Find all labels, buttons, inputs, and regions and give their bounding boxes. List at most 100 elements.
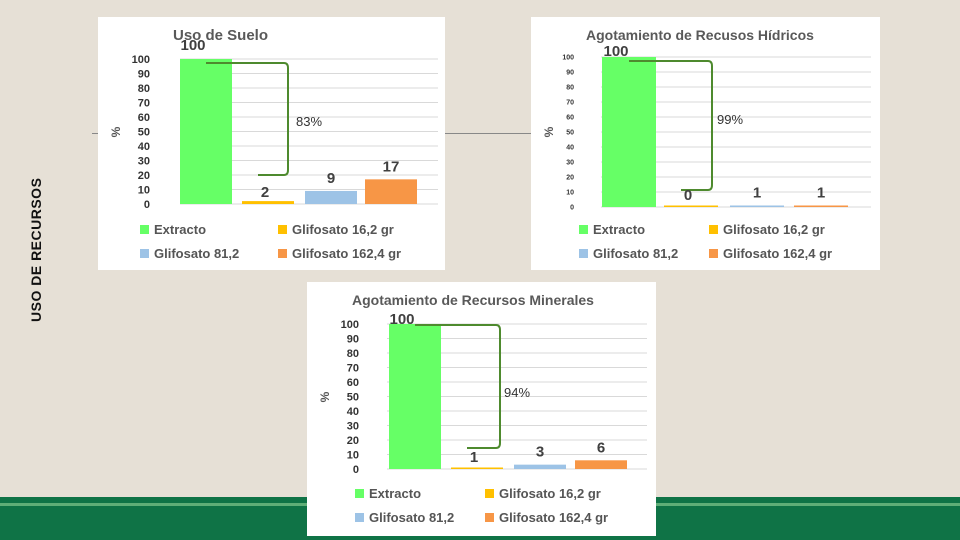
data-label: 100 bbox=[603, 43, 628, 60]
bar bbox=[451, 467, 503, 469]
legend-label: Glifosato 81,2 bbox=[369, 510, 455, 525]
y-axis-label: % bbox=[542, 126, 556, 137]
y-tick-label: 100 bbox=[341, 319, 359, 331]
legend-item: Extracto bbox=[579, 222, 645, 237]
legend-label: Extracto bbox=[369, 486, 422, 501]
legend-swatch bbox=[579, 225, 588, 235]
legend-swatch bbox=[709, 249, 718, 259]
data-label: 100 bbox=[180, 37, 205, 54]
y-tick-label: 70 bbox=[347, 362, 359, 374]
legend-swatch bbox=[579, 249, 588, 259]
bracket-annotation bbox=[415, 324, 501, 449]
legend-swatch bbox=[140, 249, 149, 259]
legend-item: Extracto bbox=[140, 222, 206, 237]
y-tick-label: 80 bbox=[566, 84, 574, 91]
y-tick-label: 80 bbox=[347, 348, 359, 360]
legend-label: Glifosato 162,4 gr bbox=[723, 246, 833, 261]
data-label: 0 bbox=[684, 187, 692, 204]
y-tick-label: 20 bbox=[566, 174, 574, 181]
y-tick-label: 50 bbox=[566, 129, 574, 136]
chart-uso-de-suelo: Uso de Suelo 0 10 20 30 40 50 60 70 80 90 100% 83% 10… bbox=[98, 17, 445, 270]
y-tick-label: 50 bbox=[138, 126, 150, 138]
chart-legend: Extracto Glifosato 16,2 gr Glifosato 81,2 G… bbox=[307, 486, 656, 536]
legend-label: Glifosato 16,2 gr bbox=[499, 486, 601, 501]
legend-swatch bbox=[485, 513, 494, 523]
percent-annotation: 99% bbox=[717, 112, 743, 127]
chart-svg: Agotamiento de Recusos Hídricos010203040… bbox=[542, 27, 871, 211]
y-tick-label: 0 bbox=[570, 204, 574, 211]
bar bbox=[664, 205, 718, 207]
bar bbox=[794, 205, 848, 207]
y-tick-label: 100 bbox=[562, 54, 574, 61]
legend-label: Glifosato 162,4 gr bbox=[499, 510, 609, 525]
legend-label: Glifosato 81,2 bbox=[154, 246, 240, 261]
bar bbox=[602, 57, 656, 207]
y-axis-label: % bbox=[318, 391, 332, 402]
legend-item: Glifosato 162,4 gr bbox=[709, 246, 832, 261]
chart-recursos-hidricos: Agotamiento de Recusos Hídricos 0 10 20 30 40… bbox=[531, 17, 880, 270]
data-label: 9 bbox=[327, 170, 335, 187]
legend-label: Glifosato 16,2 gr bbox=[292, 222, 394, 237]
percent-annotation: 83% bbox=[296, 114, 322, 129]
bar bbox=[365, 179, 417, 204]
legend-swatch bbox=[278, 225, 287, 235]
chart-title: Agotamiento de Recursos Minerales bbox=[352, 292, 594, 308]
y-tick-label: 10 bbox=[138, 184, 150, 196]
side-title: USO DE RECURSOS bbox=[28, 177, 44, 322]
legend-swatch bbox=[140, 225, 149, 235]
bar bbox=[730, 205, 784, 207]
y-tick-label: 90 bbox=[138, 68, 150, 80]
legend-swatch bbox=[355, 489, 364, 499]
bar bbox=[305, 190, 357, 204]
legend-item: Glifosato 162,4 gr bbox=[278, 246, 401, 261]
y-tick-label: 0 bbox=[353, 464, 359, 476]
data-label: 17 bbox=[383, 158, 400, 175]
chart-legend: Extracto Glifosato 16,2 gr Glifosato 81,2 G… bbox=[98, 222, 445, 272]
bar bbox=[575, 460, 627, 469]
y-tick-label: 90 bbox=[347, 333, 359, 345]
legend-item: Extracto bbox=[355, 486, 421, 501]
data-label: 100 bbox=[389, 311, 414, 328]
data-label: 3 bbox=[536, 444, 544, 461]
legend-label: Glifosato 16,2 gr bbox=[723, 222, 825, 237]
legend-item: Glifosato 16,2 gr bbox=[278, 222, 394, 237]
legend-item: Glifosato 16,2 gr bbox=[709, 222, 825, 237]
y-tick-label: 50 bbox=[347, 391, 359, 403]
bar bbox=[514, 464, 566, 469]
y-tick-label: 40 bbox=[347, 406, 359, 418]
data-label: 1 bbox=[753, 185, 761, 202]
bracket-annotation bbox=[629, 60, 713, 191]
legend-item: Glifosato 16,2 gr bbox=[485, 486, 601, 501]
legend-swatch bbox=[355, 513, 364, 523]
bar bbox=[242, 201, 294, 204]
bracket-annotation bbox=[206, 62, 289, 176]
legend-label: Extracto bbox=[593, 222, 646, 237]
y-tick-label: 60 bbox=[347, 377, 359, 389]
legend-item: Glifosato 81,2 bbox=[140, 246, 239, 261]
y-tick-label: 0 bbox=[144, 199, 150, 211]
y-tick-label: 70 bbox=[138, 97, 150, 109]
legend-item: Glifosato 162,4 gr bbox=[485, 510, 608, 525]
chart-recursos-minerales: Agotamiento de Recursos Minerales 0 10 20 30… bbox=[307, 282, 656, 536]
y-tick-label: 40 bbox=[138, 141, 150, 153]
data-label: 1 bbox=[470, 449, 478, 466]
y-axis-label: % bbox=[109, 126, 123, 137]
chart-svg: Uso de Suelo 0 10 20 30 40 50 60 70 80 90 100% 83% 10… bbox=[109, 27, 438, 211]
y-tick-label: 10 bbox=[347, 449, 359, 461]
legend-label: Extracto bbox=[154, 222, 207, 237]
y-tick-label: 30 bbox=[347, 420, 359, 432]
y-tick-label: 20 bbox=[347, 435, 359, 447]
bar bbox=[389, 324, 441, 469]
chart-legend: Extracto Glifosato 16,2 gr Glifosato 81,2 G… bbox=[531, 222, 880, 272]
chart-title: Agotamiento de Recusos Hídricos bbox=[586, 27, 814, 43]
y-tick-label: 30 bbox=[138, 155, 150, 167]
y-tick-label: 10 bbox=[566, 189, 574, 196]
legend-label: Glifosato 162,4 gr bbox=[292, 246, 402, 261]
data-label: 1 bbox=[817, 185, 825, 202]
legend-swatch bbox=[709, 225, 718, 235]
bar bbox=[180, 59, 232, 204]
y-tick-label: 20 bbox=[138, 170, 150, 182]
data-label: 6 bbox=[597, 439, 605, 456]
chart-svg: Agotamiento de Recursos Minerales 0 10 20 30… bbox=[318, 292, 647, 476]
legend-item: Glifosato 81,2 bbox=[579, 246, 678, 261]
